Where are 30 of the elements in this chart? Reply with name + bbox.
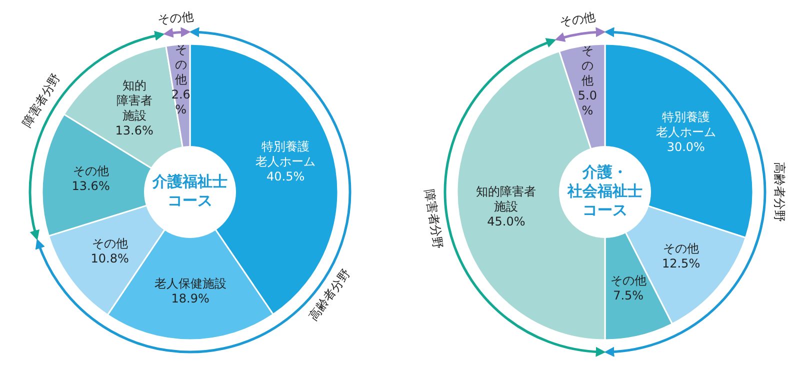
- slice-label: 特別養護老人ホーム: [256, 140, 316, 169]
- data-label: 7.5%: [613, 289, 644, 304]
- text: その他: [157, 9, 194, 26]
- text: 高齢者分野: [306, 266, 353, 324]
- text: 介護福祉士コース: [152, 172, 228, 210]
- slice-label: 知的障害者施設: [116, 78, 152, 123]
- slice-label: その他: [581, 44, 594, 88]
- data-label: 30.0%: [666, 140, 705, 155]
- slice-label: その他: [92, 236, 128, 251]
- slice-label: その他: [174, 42, 187, 87]
- data-label: 2.6 %: [171, 88, 190, 117]
- data-label: 10.8%: [90, 252, 129, 266]
- slice-label: 知的障害者施設: [476, 184, 536, 214]
- data-label: 13.6%: [115, 124, 154, 138]
- data-label: 13.6%: [72, 179, 110, 194]
- text: 高齢者分野: [772, 162, 787, 222]
- text: 介護・社会福祉士コース: [566, 163, 642, 220]
- data-label: 5.0 %: [578, 88, 598, 118]
- slice-label: その他: [663, 242, 700, 256]
- slice-label: 老人保健施設: [154, 276, 226, 291]
- slice-label: 特別養護老人ホーム: [656, 110, 716, 140]
- text: 障害者分野: [422, 188, 446, 250]
- data-label: 45.0%: [487, 214, 526, 229]
- data-label: 12.5%: [662, 256, 700, 271]
- slice-label: その他: [558, 10, 597, 30]
- slice-label: その他: [72, 164, 109, 178]
- data-label: 40.5%: [266, 170, 305, 184]
- slice-label: その他: [610, 274, 646, 288]
- data-label: 18.9%: [171, 292, 210, 306]
- text: 障害者分野: [20, 71, 64, 130]
